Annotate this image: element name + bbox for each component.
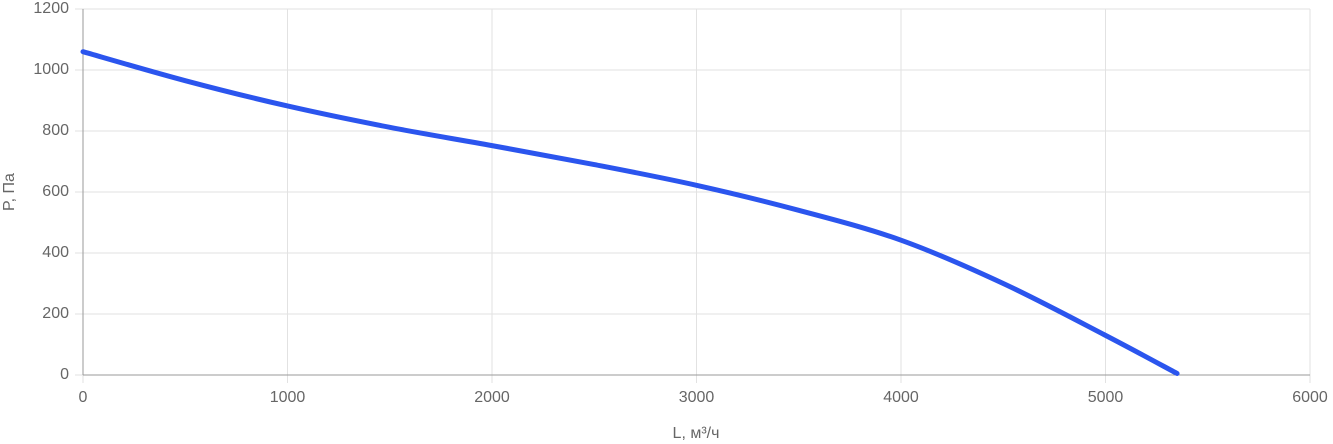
x-tick-label: 5000 xyxy=(1088,389,1124,406)
y-tick-label: 1000 xyxy=(33,61,69,78)
x-tick-label: 2000 xyxy=(474,389,510,406)
y-axis-label: P, Па xyxy=(1,173,18,211)
y-tick-label: 400 xyxy=(42,244,69,261)
y-tick-label: 0 xyxy=(60,366,69,383)
x-tick-label: 0 xyxy=(79,389,88,406)
y-tick-label: 1200 xyxy=(33,0,69,17)
x-axis-label: L, м³/ч xyxy=(673,425,720,442)
y-tick-label: 800 xyxy=(42,122,69,139)
y-tick-label: 600 xyxy=(42,183,69,200)
x-tick-label: 4000 xyxy=(883,389,919,406)
y-tick-label: 200 xyxy=(42,305,69,322)
x-tick-label: 6000 xyxy=(1292,389,1328,406)
x-tick-label: 1000 xyxy=(270,389,306,406)
x-tick-label: 3000 xyxy=(679,389,715,406)
line xyxy=(80,49,1180,376)
